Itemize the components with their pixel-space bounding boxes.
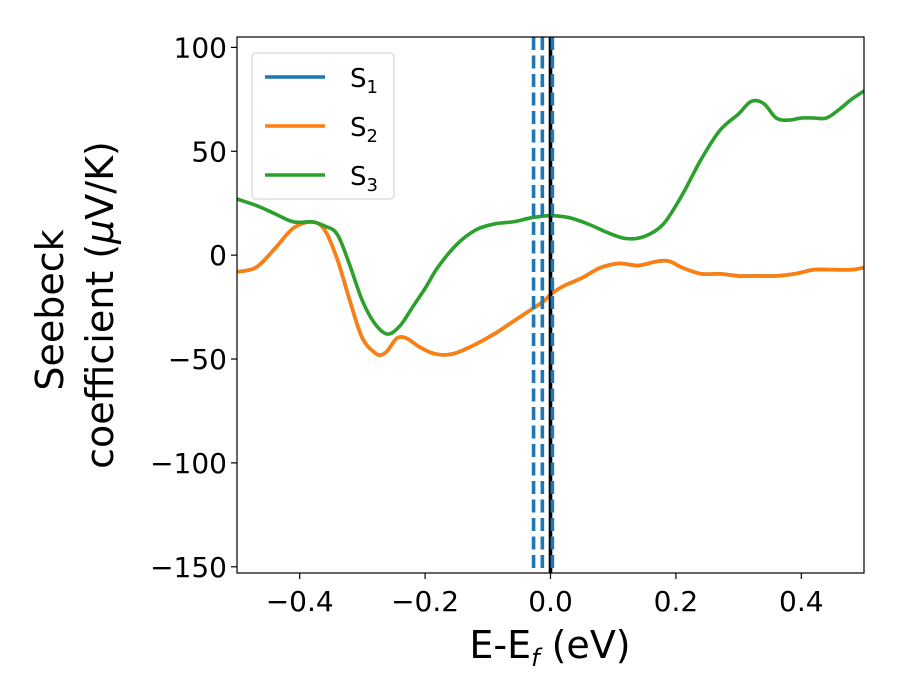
x-tick-label: 0.2 [654,585,699,618]
y-axis-ticks: −150 −100 −50 0 50 100 [150,31,237,584]
y-tick-label: 100 [174,31,227,64]
x-axis-label: E-Ef (eV) [469,623,630,672]
x-tick-label: −0.4 [266,585,334,618]
y-axis-label: Seebeck coefficient (μV/K) [28,141,122,469]
y-axis-label-line2: coefficient (μV/K) [78,141,122,469]
legend-label-s2: S2 [350,113,378,147]
y-tick-label: 50 [191,135,227,168]
x-axis-ticks: −0.4 −0.2 0.0 0.2 0.4 [266,573,824,618]
legend-label-s3: S3 [350,162,378,196]
x-tick-label: 0.4 [779,585,824,618]
y-tick-label: 0 [209,239,227,272]
series-line-s2 [237,220,864,357]
x-tick-label: 0.0 [528,585,573,618]
y-tick-label: −100 [150,447,227,480]
x-tick-label: −0.2 [391,585,459,618]
legend: S1 S2 S3 [251,52,395,200]
y-axis-label-line1: Seebeck [28,229,72,390]
y-tick-label: −50 [168,343,227,376]
y-tick-label: −150 [150,551,227,584]
legend-label-s1: S1 [350,64,378,98]
vertical-lines [531,37,555,573]
